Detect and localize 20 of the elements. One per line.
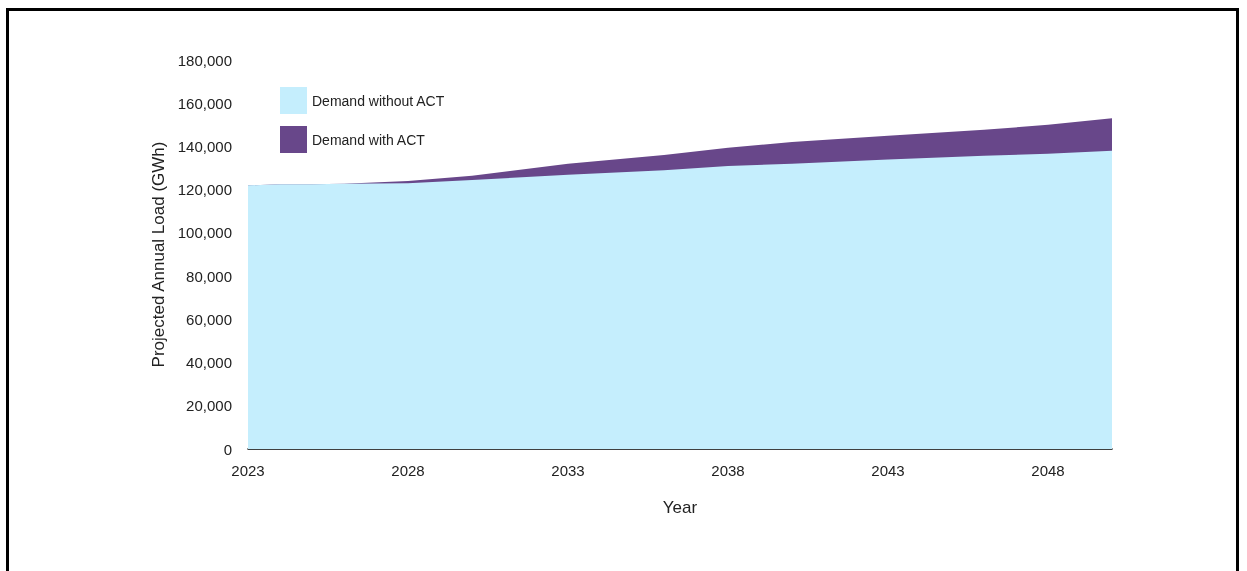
y-tick-label: 160,000 [177,94,232,112]
x-tick-label: 2048 [1031,462,1065,479]
x-tick-label: 2038 [711,462,745,479]
x-tick-label: 2033 [551,462,585,479]
x-tick-label: 2028 [391,462,425,479]
y-tick-label: 80,000 [186,267,232,285]
y-tick-label: 20,000 [186,397,232,415]
y-tick-label: 180,000 [177,51,232,69]
x-tick-label: 2023 [231,462,265,479]
y-tick-label: 0 [223,440,232,458]
y-tick-label: 120,000 [177,181,232,199]
y-tick-label: 100,000 [177,224,232,242]
legend-label: Demand with ACT [312,131,426,148]
x-axis-title: Year [662,498,698,517]
x-tick-label: 2043 [871,462,905,479]
y-tick-label: 140,000 [177,137,232,155]
y-tick-label: 40,000 [186,354,232,372]
y-tick-label: 60,000 [186,310,232,328]
y-axis-title: Projected Annual Load (GWh) [148,141,168,368]
legend-label: Demand without ACT [312,92,445,109]
